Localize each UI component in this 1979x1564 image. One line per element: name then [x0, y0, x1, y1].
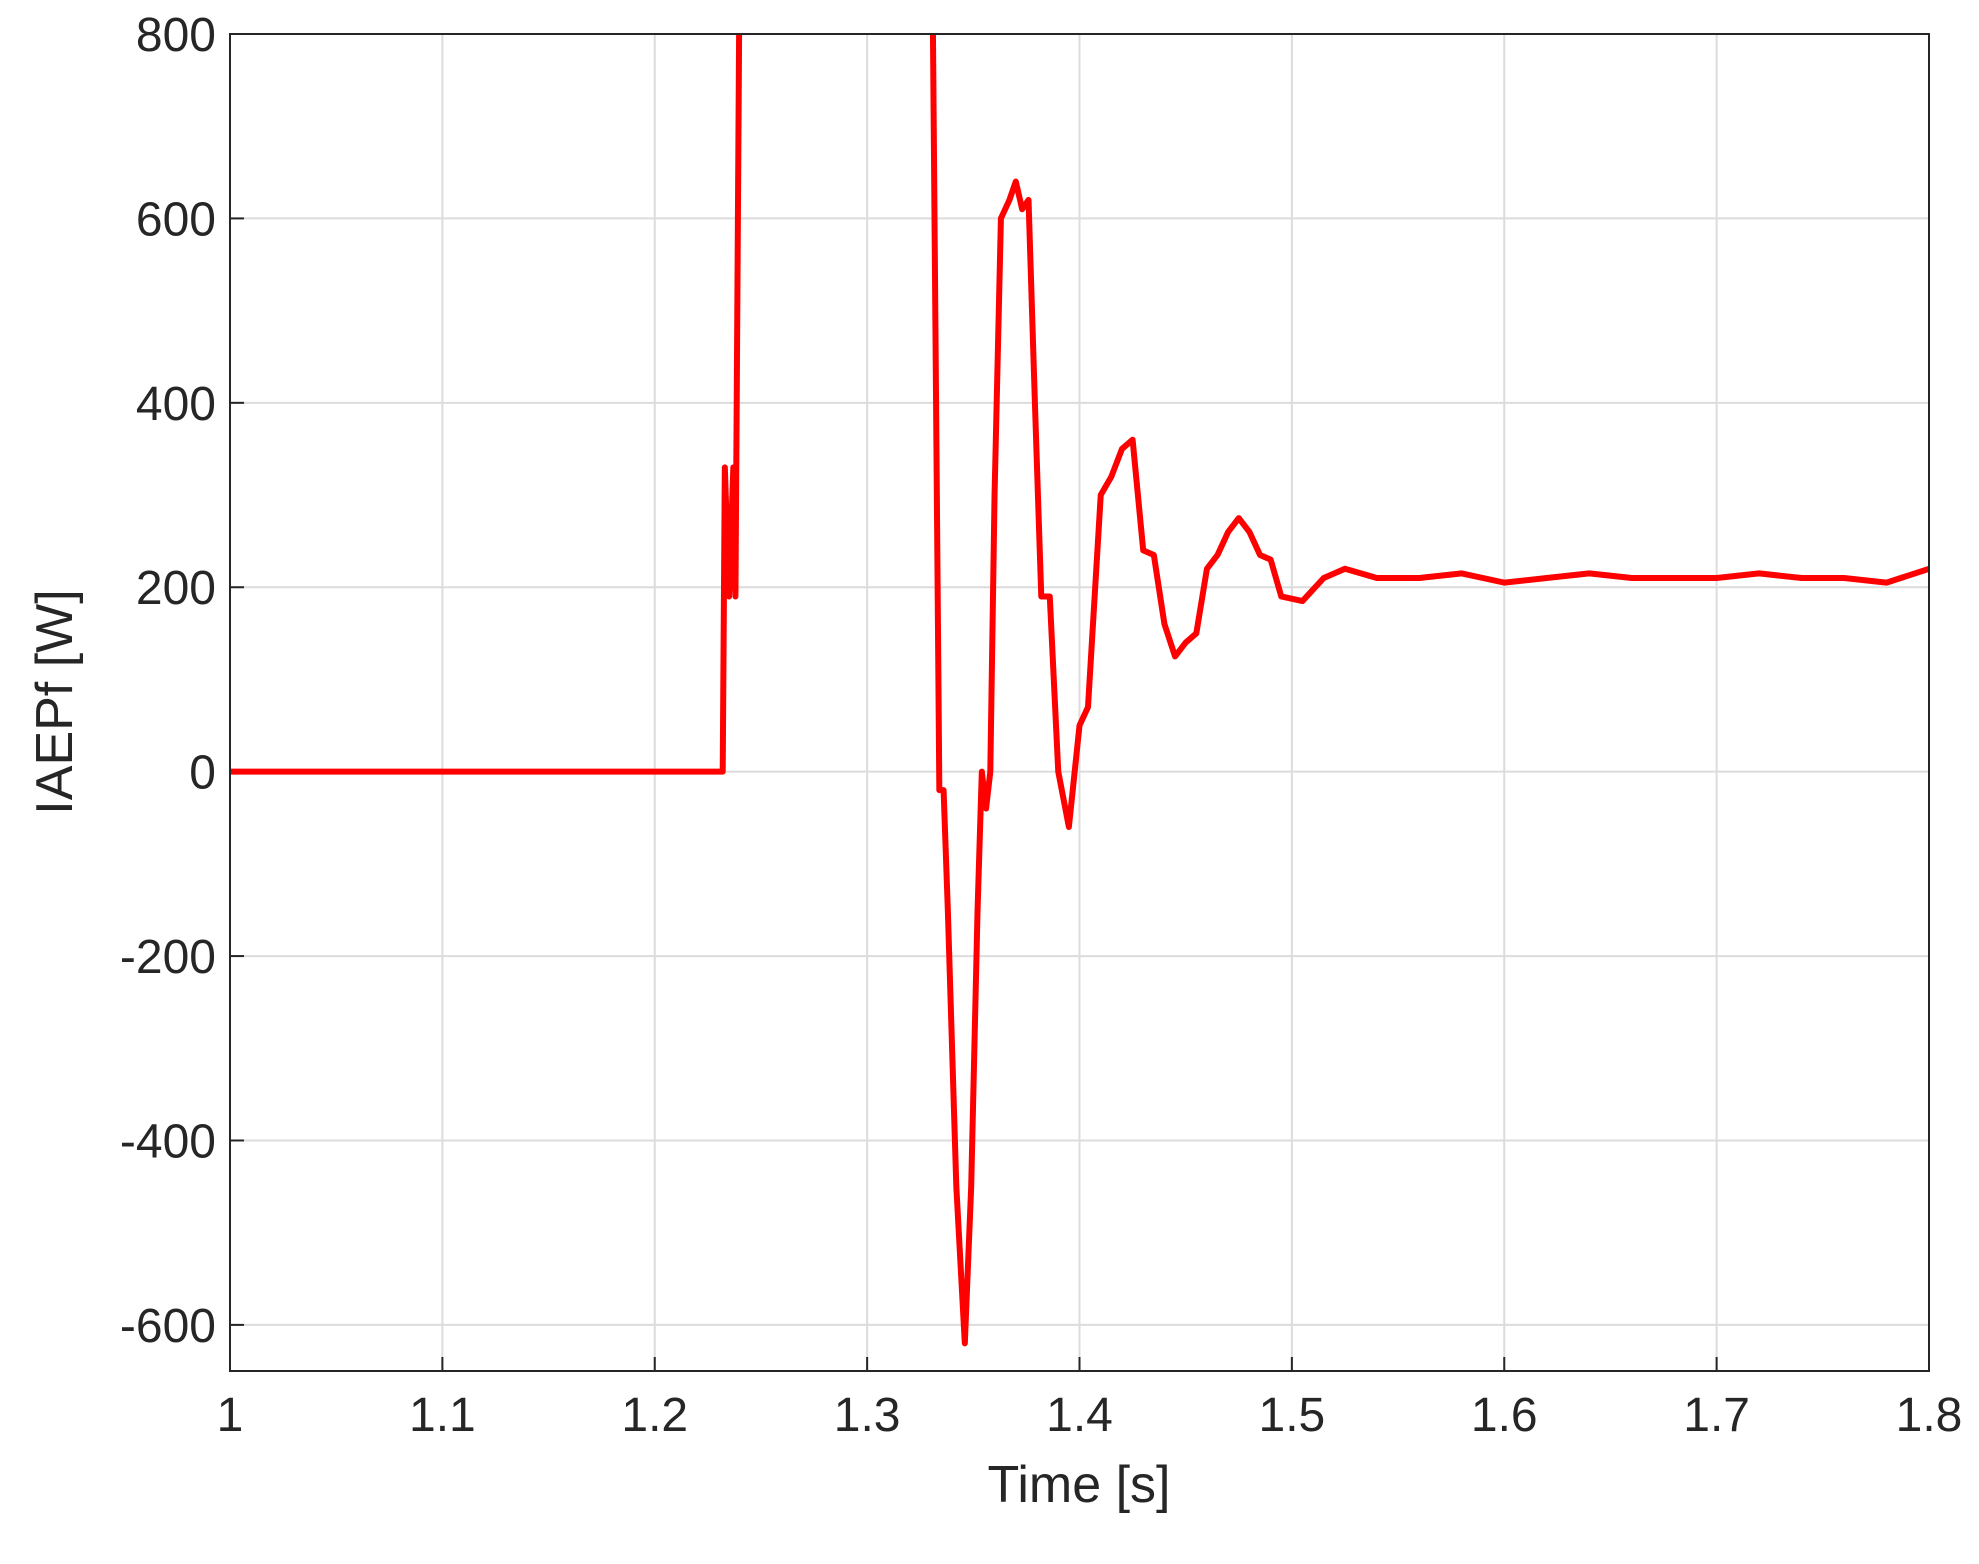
x-tick-label: 1.1: [409, 1389, 476, 1442]
plot-frame: [229, 33, 1930, 1372]
x-tick-label: 1.6: [1471, 1389, 1538, 1442]
x-axis-label: Time [s]: [988, 1456, 1171, 1514]
x-tick-label: 1.2: [621, 1389, 688, 1442]
y-axis-label: IAEPf [W]: [26, 589, 84, 814]
y-tick-label: -600: [120, 1300, 216, 1353]
data-line: [230, 34, 1929, 1347]
y-tick-label: 800: [136, 9, 216, 62]
x-tick-label: 1.8: [1896, 1389, 1963, 1442]
y-tick-label: -400: [120, 1115, 216, 1168]
y-tick-label: 600: [136, 193, 216, 246]
x-tick-label: 1.7: [1683, 1389, 1750, 1442]
y-tick-label: 400: [136, 378, 216, 431]
x-tick-label: 1.5: [1259, 1389, 1326, 1442]
y-tick-label: -200: [120, 931, 216, 984]
y-tick-label: 200: [136, 562, 216, 615]
x-tick-label: 1.4: [1046, 1389, 1113, 1442]
x-tick-label: 1: [217, 1389, 244, 1442]
x-tick-label: 1.3: [834, 1389, 901, 1442]
y-tick-label: 0: [189, 747, 216, 800]
